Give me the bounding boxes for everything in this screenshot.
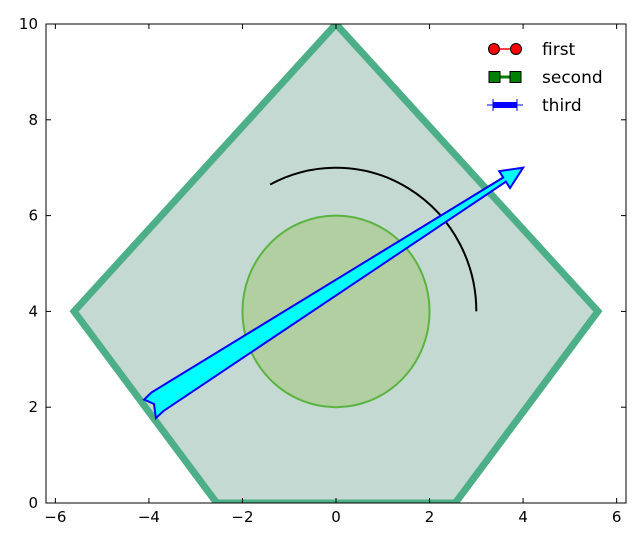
legend-marker [488, 71, 501, 83]
x-tick-label: 6 [612, 508, 622, 526]
plot-clip-group [69, 24, 603, 503]
legend-entry: third [487, 96, 582, 116]
legend-marker [493, 102, 517, 108]
y-tick-label: 0 [28, 494, 38, 512]
legend-marker [488, 43, 500, 55]
y-tick-label: 8 [28, 111, 38, 129]
y-tick-label: 2 [28, 398, 38, 416]
legend-marker [509, 71, 522, 83]
x-tick-label: 0 [331, 508, 341, 526]
x-tick-label: 2 [425, 508, 435, 526]
legend: first second third [487, 40, 603, 116]
plot-area [69, 24, 603, 503]
arrow-shape [142, 166, 526, 421]
x-tick-label: −2 [231, 508, 253, 526]
y-tick-label: 10 [19, 15, 38, 33]
legend-marker [510, 43, 522, 55]
legend-entry: second [488, 68, 603, 88]
x-tick-label: −4 [138, 508, 160, 526]
arc-shape [269, 166, 478, 312]
x-tick-label: 4 [518, 508, 528, 526]
y-tick-label: 4 [28, 302, 38, 320]
legend-entry: first [488, 40, 576, 60]
legend-label: first [542, 40, 576, 60]
axes: −6 −4 −2 0 2 4 6 0 2 4 6 8 10 [19, 15, 627, 526]
y-tick-label: 6 [28, 207, 38, 225]
legend-label: third [542, 96, 582, 116]
x-tick-label: −6 [44, 508, 66, 526]
legend-label: second [542, 68, 603, 88]
